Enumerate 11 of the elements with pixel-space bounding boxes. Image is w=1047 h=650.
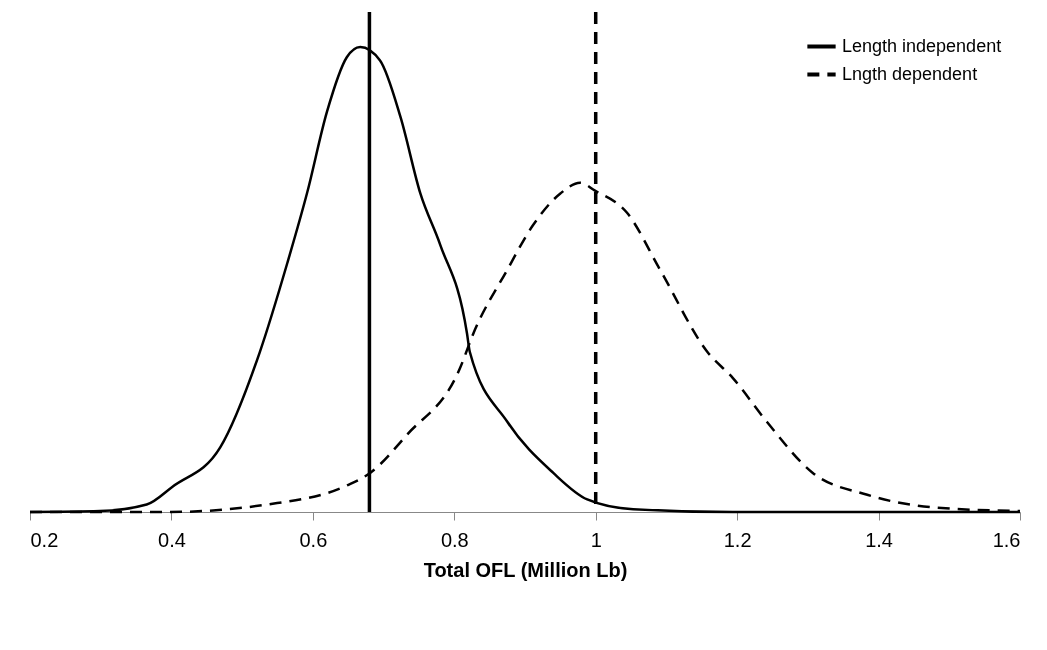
legend-label: Lngth dependent bbox=[842, 63, 978, 84]
x-tick-label: 1.6 bbox=[992, 528, 1021, 551]
x-axis-title: Total OFL (Million Lb) bbox=[423, 558, 628, 581]
x-tick-label: 0.6 bbox=[299, 528, 328, 551]
x-tick-label: 0.4 bbox=[158, 528, 186, 551]
x-tick-label: 1.2 bbox=[723, 528, 752, 551]
x-tick-label: 1 bbox=[590, 528, 602, 551]
legend-label: Length independent bbox=[842, 35, 1002, 56]
x-tick-label: 1.4 bbox=[865, 528, 893, 551]
x-tick-label: 0.2 bbox=[30, 528, 59, 551]
x-tick-label: 0.8 bbox=[440, 528, 469, 551]
